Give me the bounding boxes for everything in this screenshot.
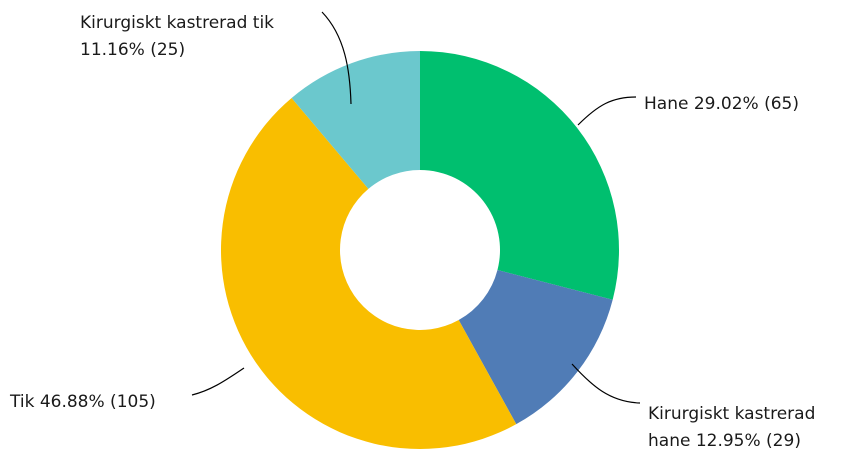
slice-label-hane: Hane 29.02% (65): [644, 94, 799, 114]
slice-0: [420, 51, 619, 300]
slice-label-kastrerad-tik-line1: Kirurgiskt kastrerad tik: [80, 13, 274, 33]
leader-lines-group: [191, 11, 641, 404]
slice-2: [221, 97, 517, 449]
slice-label-kastrerad-hane-line1: Kirurgiskt kastrerad: [648, 404, 815, 424]
leader-line-hane: [577, 96, 637, 126]
slice-3: [291, 51, 420, 189]
slice-label-kastrerad-hane-line2: hane 12.95% (29): [648, 431, 801, 451]
leader-line-tik: [191, 367, 245, 396]
slice-label-kastrerad-tik-line2: 11.16% (25): [80, 40, 185, 60]
slice-label-tik: Tik 46.88% (105): [9, 392, 156, 412]
slice-1: [458, 269, 613, 425]
leader-line-kastrerad-hane: [571, 363, 641, 404]
labels-group: Hane 29.02% (65) Kirurgiskt kastrerad ha…: [9, 13, 815, 451]
leader-line-kastrerad-tik: [321, 11, 352, 105]
slices-group: [221, 51, 619, 449]
